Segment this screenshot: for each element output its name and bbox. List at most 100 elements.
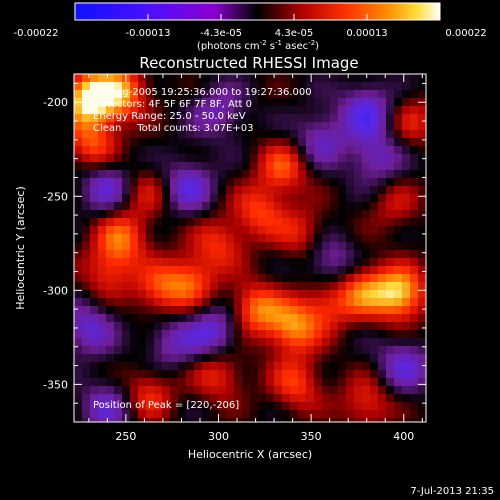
heatmap-cell bbox=[402, 306, 411, 315]
heatmap-cell bbox=[394, 82, 403, 91]
heatmap-cell bbox=[282, 362, 291, 371]
heatmap-cell bbox=[242, 290, 251, 299]
heatmap-cell bbox=[274, 370, 283, 379]
heatmap-cell bbox=[138, 402, 147, 411]
heatmap-cell bbox=[218, 162, 227, 171]
heatmap-cell bbox=[250, 90, 259, 99]
heatmap-cell bbox=[410, 290, 419, 299]
heatmap-cell bbox=[266, 410, 275, 419]
heatmap-cell bbox=[306, 250, 315, 259]
heatmap-cell bbox=[418, 306, 427, 315]
heatmap-cell bbox=[202, 362, 211, 371]
heatmap-cell bbox=[386, 322, 395, 331]
heatmap-cell bbox=[362, 370, 371, 379]
heatmap-cell bbox=[90, 82, 99, 91]
heatmap-cell bbox=[346, 186, 355, 195]
heatmap-cell bbox=[154, 322, 163, 331]
heatmap-cell bbox=[242, 170, 251, 179]
heatmap-cell bbox=[402, 362, 411, 371]
heatmap-cell bbox=[162, 314, 171, 323]
heatmap-cell bbox=[314, 282, 323, 291]
heatmap-cell bbox=[154, 218, 163, 227]
heatmap-cell bbox=[338, 202, 347, 211]
heatmap-cell bbox=[362, 98, 371, 107]
heatmap-cell bbox=[194, 362, 203, 371]
heatmap-cell bbox=[394, 98, 403, 107]
heatmap-cell bbox=[394, 154, 403, 163]
heatmap-cell bbox=[330, 162, 339, 171]
heatmap-cell bbox=[386, 234, 395, 243]
heatmap-cell bbox=[122, 354, 131, 363]
heatmap-cell bbox=[178, 322, 187, 331]
heatmap-cell bbox=[234, 226, 243, 235]
heatmap-cell bbox=[90, 266, 99, 275]
heatmap-cell bbox=[170, 114, 179, 123]
heatmap-cell bbox=[114, 314, 123, 323]
heatmap-cell bbox=[410, 138, 419, 147]
heatmap-cell bbox=[218, 410, 227, 419]
heatmap-cell bbox=[122, 106, 131, 115]
heatmap-cell bbox=[186, 354, 195, 363]
heatmap-cell bbox=[138, 74, 147, 83]
heatmap-cell bbox=[226, 370, 235, 379]
heatmap-cell bbox=[130, 322, 139, 331]
heatmap-cell bbox=[242, 226, 251, 235]
heatmap-cell bbox=[82, 178, 91, 187]
heatmap-cell bbox=[162, 106, 171, 115]
heatmap-cell bbox=[242, 258, 251, 267]
heatmap-cell bbox=[346, 306, 355, 315]
heatmap-cell bbox=[418, 266, 427, 275]
heatmap-cell bbox=[274, 394, 283, 403]
heatmap-cell bbox=[282, 194, 291, 203]
heatmap-cell bbox=[290, 138, 299, 147]
heatmap-cell bbox=[250, 178, 259, 187]
heatmap-cell bbox=[114, 330, 123, 339]
heatmap-cell bbox=[338, 162, 347, 171]
heatmap-cell bbox=[210, 202, 219, 211]
heatmap-cell bbox=[410, 218, 419, 227]
heatmap-cell bbox=[386, 82, 395, 91]
heatmap-cell bbox=[186, 338, 195, 347]
heatmap-cell bbox=[346, 394, 355, 403]
heatmap-cell bbox=[82, 90, 91, 99]
heatmap-cell bbox=[242, 354, 251, 363]
heatmap-cell bbox=[202, 218, 211, 227]
heatmap-cell bbox=[170, 234, 179, 243]
heatmap-cell bbox=[234, 418, 243, 423]
heatmap-cell bbox=[330, 210, 339, 219]
heatmap-cell bbox=[290, 242, 299, 251]
heatmap-cell bbox=[114, 346, 123, 355]
heatmap-cell bbox=[226, 354, 235, 363]
heatmap-cell bbox=[290, 402, 299, 411]
heatmap-cell bbox=[290, 386, 299, 395]
heatmap-cell bbox=[306, 210, 315, 219]
heatmap-cell bbox=[394, 250, 403, 259]
heatmap-cell bbox=[194, 306, 203, 315]
heatmap-cell bbox=[298, 298, 307, 307]
heatmap-cell bbox=[242, 242, 251, 251]
heatmap-cell bbox=[402, 314, 411, 323]
heatmap-cell bbox=[218, 90, 227, 99]
heatmap-cell bbox=[74, 162, 83, 171]
heatmap-cell bbox=[146, 170, 155, 179]
heatmap-cell bbox=[250, 274, 259, 283]
heatmap-cell bbox=[170, 322, 179, 331]
heatmap-cell bbox=[410, 242, 419, 251]
heatmap-cell bbox=[138, 162, 147, 171]
heatmap-cell bbox=[210, 346, 219, 355]
heatmap-cell bbox=[394, 370, 403, 379]
heatmap-cell bbox=[378, 378, 387, 387]
heatmap-cell bbox=[330, 418, 339, 423]
heatmap-cell bbox=[370, 362, 379, 371]
heatmap-cell bbox=[330, 378, 339, 387]
heatmap-cell bbox=[298, 130, 307, 139]
heatmap-cell bbox=[354, 210, 363, 219]
heatmap-cell bbox=[258, 418, 267, 423]
heatmap-cell bbox=[370, 370, 379, 379]
heatmap-cell bbox=[218, 362, 227, 371]
heatmap-cell bbox=[306, 234, 315, 243]
heatmap-cell bbox=[418, 170, 427, 179]
heatmap-cell bbox=[170, 410, 179, 419]
heatmap-cell bbox=[210, 266, 219, 275]
heatmap-cell bbox=[306, 418, 315, 423]
